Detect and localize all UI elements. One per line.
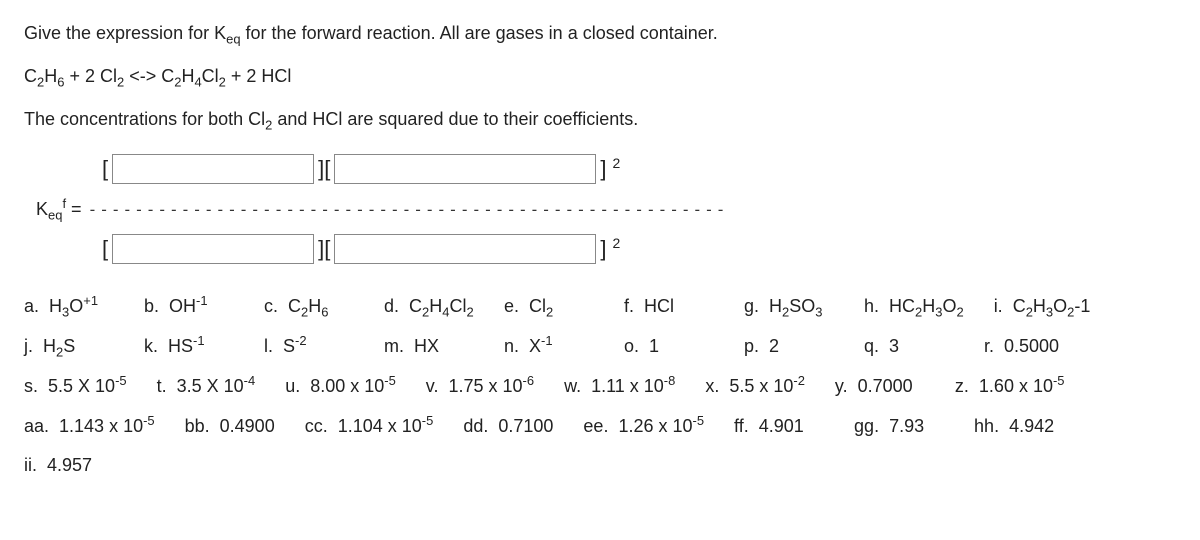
- answer-choice: q. 3: [864, 327, 954, 367]
- answer-choice: s. 5.5 X 10-5: [24, 367, 127, 407]
- answer-choice: dd. 0.7100: [463, 407, 553, 447]
- answer-choice: p. 2: [744, 327, 834, 367]
- close-bracket-icon: ]: [596, 156, 610, 182]
- answer-choice: ee. 1.26 x 10-5: [583, 407, 704, 447]
- answer-choice: y. 0.7000: [835, 367, 925, 407]
- fraction-row: Keqf = ---------------------------------…: [36, 189, 727, 229]
- answer-choice: j. H2S: [24, 327, 114, 367]
- keq-label: Keqf =: [36, 196, 82, 223]
- answer-choice: c. C2H6: [264, 287, 354, 327]
- answer-choice: n. X-1: [504, 327, 594, 367]
- intro-line-1: Give the expression for Keq for the forw…: [24, 20, 1176, 49]
- numerator-row: [ ][ ] 2: [36, 149, 620, 189]
- answer-choice: gg. 7.93: [854, 407, 944, 447]
- numerator-blank-1[interactable]: [112, 154, 314, 184]
- answer-choice: hh. 4.942: [974, 407, 1064, 447]
- close-bracket-icon: ][: [314, 156, 334, 182]
- numerator-blank-2[interactable]: [334, 154, 596, 184]
- answer-choice: i. C2H3O2-1: [994, 287, 1091, 327]
- answer-choice: k. HS-1: [144, 327, 234, 367]
- answer-choice: r. 0.5000: [984, 327, 1074, 367]
- close-bracket-icon: ]: [596, 236, 610, 262]
- answer-choice: l. S-2: [264, 327, 354, 367]
- denominator-row: [ ][ ] 2: [36, 229, 620, 269]
- open-bracket-icon: [: [98, 156, 112, 182]
- answer-choice: cc. 1.104 x 10-5: [305, 407, 434, 447]
- keq-expression: [ ][ ] 2 Keqf = ------------------------…: [36, 149, 1176, 269]
- intro-line-2: The concentrations for both Cl2 and HCl …: [24, 106, 1176, 135]
- answer-choice: t. 3.5 X 10-4: [157, 367, 256, 407]
- answer-choice: aa. 1.143 x 10-5: [24, 407, 155, 447]
- fraction-bar: ----------------------------------------…: [88, 200, 728, 219]
- reaction-equation: C2H6 + 2 Cl2 <-> C2H4Cl2 + 2 HCl: [24, 63, 1176, 92]
- answer-choice: d. C2H4Cl2: [384, 287, 474, 327]
- answer-choice: m. HX: [384, 327, 474, 367]
- squared-exponent: 2: [610, 236, 620, 250]
- answer-choice: h. HC2H3O2: [864, 287, 964, 327]
- answer-choice: f. HCl: [624, 287, 714, 327]
- answer-choice: g. H2SO3: [744, 287, 834, 327]
- answer-choice: ii. 4.957: [24, 446, 114, 486]
- answer-choice: ff. 4.901: [734, 407, 824, 447]
- open-bracket-icon: [: [98, 236, 112, 262]
- answer-choice: e. Cl2: [504, 287, 594, 327]
- answer-choice: u. 8.00 x 10-5: [285, 367, 396, 407]
- answer-choice: bb. 0.4900: [185, 407, 275, 447]
- squared-exponent: 2: [610, 156, 620, 170]
- answer-choice: x. 5.5 x 10-2: [705, 367, 805, 407]
- denominator-blank-2[interactable]: [334, 234, 596, 264]
- answer-choice: z. 1.60 x 10-5: [955, 367, 1065, 407]
- answer-choice: a. H3O+1: [24, 287, 114, 327]
- answer-choices: a. H3O+1 b. OH-1 c. C2H6 d. C2H4Cl2 e. Cl2 f.…: [24, 287, 1176, 486]
- answer-choice: b. OH-1: [144, 287, 234, 327]
- answer-choice: v. 1.75 x 10-6: [426, 367, 534, 407]
- denominator-blank-1[interactable]: [112, 234, 314, 264]
- answer-choice: w. 1.11 x 10-8: [564, 367, 675, 407]
- answer-choice: o. 1: [624, 327, 714, 367]
- close-bracket-icon: ][: [314, 236, 334, 262]
